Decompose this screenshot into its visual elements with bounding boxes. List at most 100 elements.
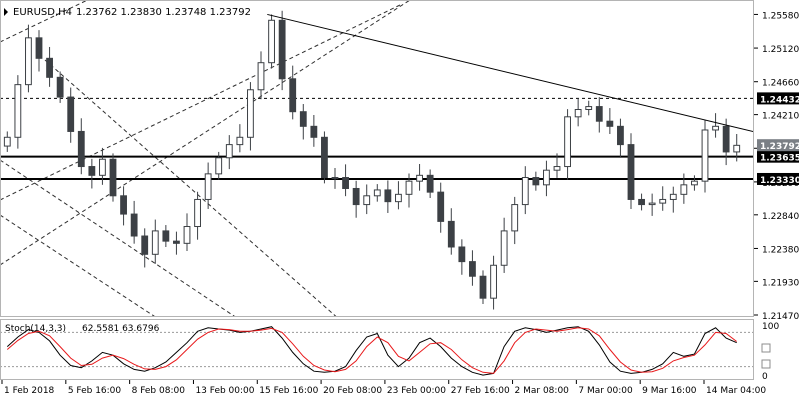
candle-bull (500, 230, 508, 266)
stoch-panel-frame (0, 319, 754, 380)
candle-bear (606, 120, 614, 127)
candle-bear (173, 240, 180, 244)
candle-bull (14, 84, 22, 138)
current-price-box (757, 139, 799, 152)
level-tag-box (757, 150, 799, 163)
level-tag-label: 1.23330 (760, 176, 800, 186)
candle-bull (490, 264, 497, 299)
candle-bear (35, 37, 43, 59)
candle-bull (680, 184, 688, 195)
candle-bear (342, 177, 349, 189)
candle-bull (373, 189, 381, 197)
level-tag-box (757, 92, 799, 105)
current-price-label: 1.23792 (760, 142, 800, 152)
candle-bear (278, 19, 286, 80)
candle-bull (3, 136, 11, 147)
candle-bull (236, 136, 244, 146)
time-tick-label: 9 Mar 16:00 (642, 386, 697, 396)
candle-bear (299, 111, 307, 127)
candle-bull (183, 226, 191, 244)
time-tick-label: 27 Feb 16:00 (451, 386, 510, 396)
candle-bull (712, 125, 719, 131)
price-tick-label: 1.21930 (762, 278, 799, 288)
time-tick-label: 15 Feb 16:00 (259, 386, 318, 396)
price-tick-label: 1.24660 (762, 79, 799, 89)
candle-bear (162, 230, 170, 242)
price-tick-label: 1.25580 (762, 11, 799, 21)
candle-bull (151, 230, 159, 255)
candle-bear (120, 195, 127, 215)
level-tag-label: 1.24432 (760, 95, 800, 105)
candle-bull (257, 62, 265, 91)
candle-bull (585, 106, 593, 111)
symbol-label: EURUSD,H4 (13, 7, 72, 18)
candle-bear (352, 187, 360, 206)
candle-bull (733, 144, 741, 153)
candle-bull (395, 193, 402, 203)
time-tick-label: 5 Feb 16:00 (68, 386, 122, 396)
candle-bull (648, 202, 656, 206)
fan-line-3 (1, 215, 155, 316)
time-tick-label: 7 Mar 00:00 (578, 386, 633, 396)
candle-bull (669, 193, 677, 200)
candle-bull (204, 173, 212, 200)
candle-bear (617, 125, 624, 146)
candle-bear (310, 125, 318, 138)
candle-bear (627, 144, 635, 200)
candle-bear (469, 261, 476, 277)
price-panel-frame (0, 0, 754, 317)
candle-bull (363, 195, 371, 206)
candle-bear (77, 130, 85, 168)
candle-bear (130, 213, 138, 237)
price-tick-label: 1.22840 (762, 212, 799, 222)
candle-bear (384, 189, 392, 203)
channel-line-lower (1, 1, 410, 265)
candle-bear (426, 174, 434, 193)
price-tick-label: 1.24210 (762, 112, 799, 122)
stoch-label: Stoch(14,3,3) (5, 324, 66, 334)
candle-bull (659, 198, 667, 204)
candle-bear (46, 57, 53, 78)
candle-bull (99, 158, 106, 176)
candle-bull (574, 109, 582, 118)
fan-line-2 (1, 160, 235, 316)
candle-bull (564, 116, 571, 168)
candle-bull (701, 129, 709, 182)
price-tick-label: 1.25120 (762, 45, 799, 55)
candle-bull (225, 144, 233, 159)
candle-bear (638, 198, 645, 206)
level-tag-box (757, 172, 799, 185)
time-tick-label: 1 Feb 2018 (4, 386, 55, 396)
candle-bear (532, 177, 540, 186)
candle-bull (268, 19, 275, 64)
stoch-line (6, 326, 737, 376)
candle-bear (67, 96, 75, 132)
candle-bull (331, 177, 339, 180)
ohlc-header: 1.23762 1.23830 1.23748 1.23792 (76, 7, 251, 18)
level-tag-label: 1.23635 (760, 154, 800, 164)
time-tick-label: 13 Feb 00:00 (195, 386, 254, 396)
time-tick-label: 14 Mar 04:00 (706, 386, 766, 396)
candle-bear (447, 220, 455, 248)
trendline (267, 13, 753, 133)
candle-bear (595, 106, 603, 122)
stoch-tick-label: 100 (762, 322, 779, 332)
candle-bull (521, 177, 529, 206)
candle-bull (247, 89, 254, 138)
stoch-scale-icon[interactable] (761, 343, 771, 353)
candle-bull (543, 169, 550, 186)
price-tick-label: 1.21470 (762, 312, 799, 322)
candle-bear (458, 246, 466, 263)
symbol-arrow-icon (4, 8, 8, 16)
time-tick-label: 2 Mar 08:00 (515, 386, 570, 396)
time-tick-label: 23 Feb 00:00 (387, 386, 446, 396)
stoch-tick-label: 0 (762, 372, 768, 382)
candle-bull (194, 198, 201, 228)
candle-bear (56, 76, 64, 98)
candle-bear (88, 166, 96, 176)
candle-bear (722, 125, 730, 153)
candle-bull (405, 180, 413, 195)
stoch-scale-icon-2[interactable] (761, 359, 771, 369)
candle-bear (289, 78, 297, 113)
